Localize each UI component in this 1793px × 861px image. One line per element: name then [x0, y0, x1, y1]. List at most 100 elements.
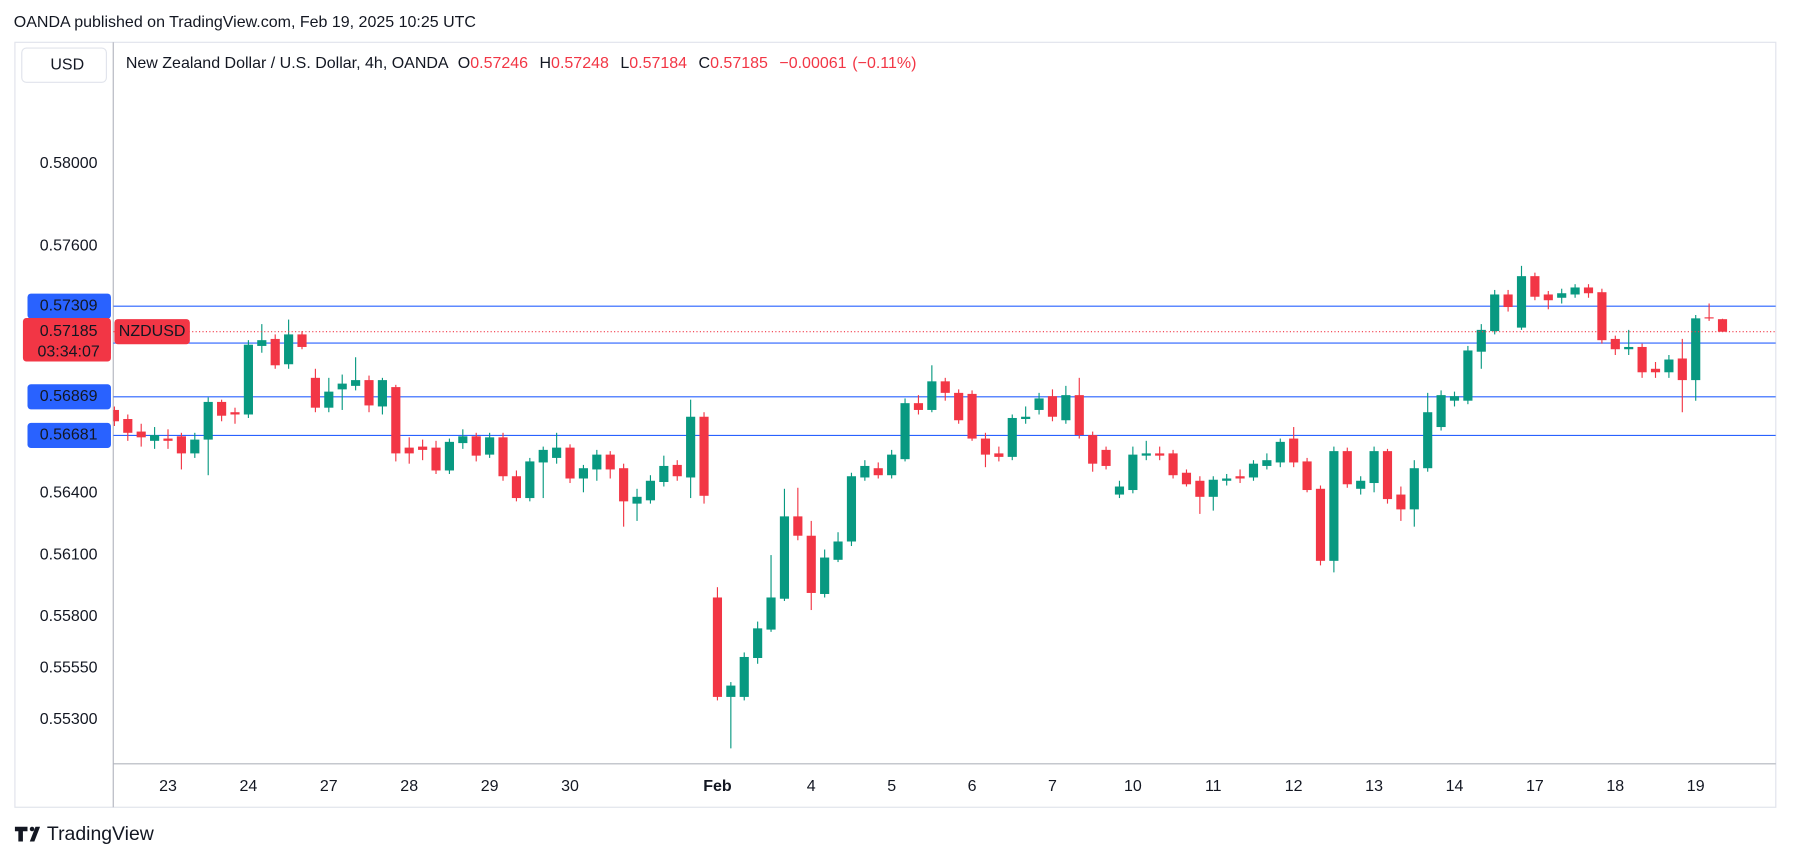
- candle-body: [672, 464, 682, 477]
- candle-body: [1396, 494, 1406, 510]
- candle-body: [337, 383, 347, 390]
- x-tick-label: 7: [1048, 778, 1057, 795]
- legend-value: 0.57184: [629, 55, 687, 72]
- candle-body: [1275, 441, 1285, 463]
- candle-body: [739, 656, 749, 697]
- candle-body: [1356, 480, 1366, 489]
- legend-change-pct: (−0.11%): [852, 55, 916, 72]
- candle-body: [632, 496, 642, 504]
- candle-body: [1409, 468, 1419, 510]
- x-tick-label: 23: [159, 778, 177, 795]
- candle-body: [726, 685, 736, 697]
- candle-body: [887, 454, 897, 476]
- candle-body: [645, 480, 656, 501]
- x-tick-label: 4: [807, 778, 816, 795]
- candle-body: [364, 380, 374, 406]
- x-tick-label: 10: [1124, 778, 1142, 795]
- candle-body: [1583, 287, 1594, 294]
- candle-body: [592, 454, 602, 470]
- candle-body: [619, 468, 629, 502]
- x-tick-label: 28: [400, 778, 418, 795]
- symbol-label: NZDUSD: [119, 323, 186, 340]
- candle-body: [498, 437, 508, 477]
- candle-body: [1516, 276, 1527, 328]
- x-tick-label: 5: [887, 778, 896, 795]
- candle-body: [940, 381, 950, 393]
- candle-body: [1691, 318, 1701, 381]
- candle-body: [1155, 453, 1165, 456]
- candle-body: [1624, 346, 1634, 350]
- y-tick-label: 0.57600: [40, 238, 98, 255]
- candle-body: [954, 392, 964, 421]
- candle-body: [1597, 292, 1607, 341]
- level-badge: [27, 293, 111, 319]
- x-tick-label: 19: [1687, 778, 1705, 795]
- y-tick-label: 0.56100: [40, 546, 98, 563]
- candle-body: [1248, 463, 1259, 478]
- candle-body: [779, 516, 790, 599]
- candle-body: [1449, 396, 1460, 401]
- legend-value: 0.57246: [470, 55, 528, 72]
- candle-body: [1101, 449, 1111, 466]
- candle-body: [1503, 294, 1513, 308]
- candle-body: [1570, 287, 1580, 295]
- candle-body: [900, 403, 910, 460]
- legend-value: 0.57185: [710, 55, 768, 72]
- currency-button[interactable]: [21, 47, 107, 83]
- brand-logo: TradingView: [14, 823, 155, 845]
- symbol-legend: New Zealand Dollar / U.S. Dollar, 4h, OA…: [126, 55, 917, 72]
- currency-label[interactable]: USD: [50, 56, 84, 73]
- candle-body: [1677, 358, 1687, 381]
- legend-value: 0.57248: [551, 55, 609, 72]
- candle-body: [1342, 451, 1352, 485]
- candle-body: [1423, 412, 1433, 469]
- candle-body: [1047, 396, 1058, 417]
- legend-title: New Zealand Dollar / U.S. Dollar, 4h, OA…: [126, 55, 449, 72]
- candle-body: [123, 419, 133, 433]
- y-tick-label: 0.55550: [40, 660, 98, 677]
- plot-area: [113, 265, 1776, 749]
- candle-body: [1114, 486, 1125, 495]
- candle-body: [846, 476, 857, 542]
- candle-body: [391, 387, 401, 454]
- candle-body: [1061, 395, 1071, 421]
- candle-body: [431, 447, 441, 471]
- candle-body: [967, 393, 977, 439]
- x-tick-label: 24: [240, 778, 258, 795]
- candle-body: [873, 468, 883, 476]
- candle-body: [150, 435, 160, 441]
- candle-body: [1664, 359, 1674, 373]
- level-badge: [27, 384, 111, 410]
- candle-body: [324, 391, 334, 408]
- legend-letter: H: [540, 55, 552, 72]
- candle-body: [1530, 276, 1540, 297]
- candle-body: [297, 334, 307, 347]
- candle-body: [1021, 416, 1031, 420]
- candle-body: [1235, 476, 1245, 479]
- candle-body: [1610, 338, 1620, 350]
- candle-body: [806, 535, 816, 593]
- candle-body: [686, 416, 696, 478]
- candle-body: [565, 447, 575, 479]
- candle-body: [1195, 480, 1205, 497]
- legend-letter: O: [458, 55, 470, 72]
- candle-body: [404, 447, 414, 454]
- candle-body: [1463, 350, 1473, 401]
- publisher-note: OANDA published on TradingView.com, Feb …: [14, 14, 476, 31]
- candle-body: [176, 436, 186, 454]
- candle-body: [230, 412, 240, 415]
- candle-body: [994, 453, 1004, 457]
- candle-body: [113, 409, 119, 422]
- candle-body: [1557, 293, 1567, 298]
- candle-body: [980, 438, 991, 455]
- level-label: 0.56869: [40, 388, 98, 405]
- x-tick-label: 30: [561, 778, 579, 795]
- chart-frame: [14, 41, 1777, 808]
- candle-body: [860, 465, 870, 478]
- candle-body: [1650, 368, 1661, 373]
- x-tick-label: 14: [1446, 778, 1464, 795]
- candle-body: [1302, 461, 1312, 491]
- candle-body: [1222, 478, 1232, 481]
